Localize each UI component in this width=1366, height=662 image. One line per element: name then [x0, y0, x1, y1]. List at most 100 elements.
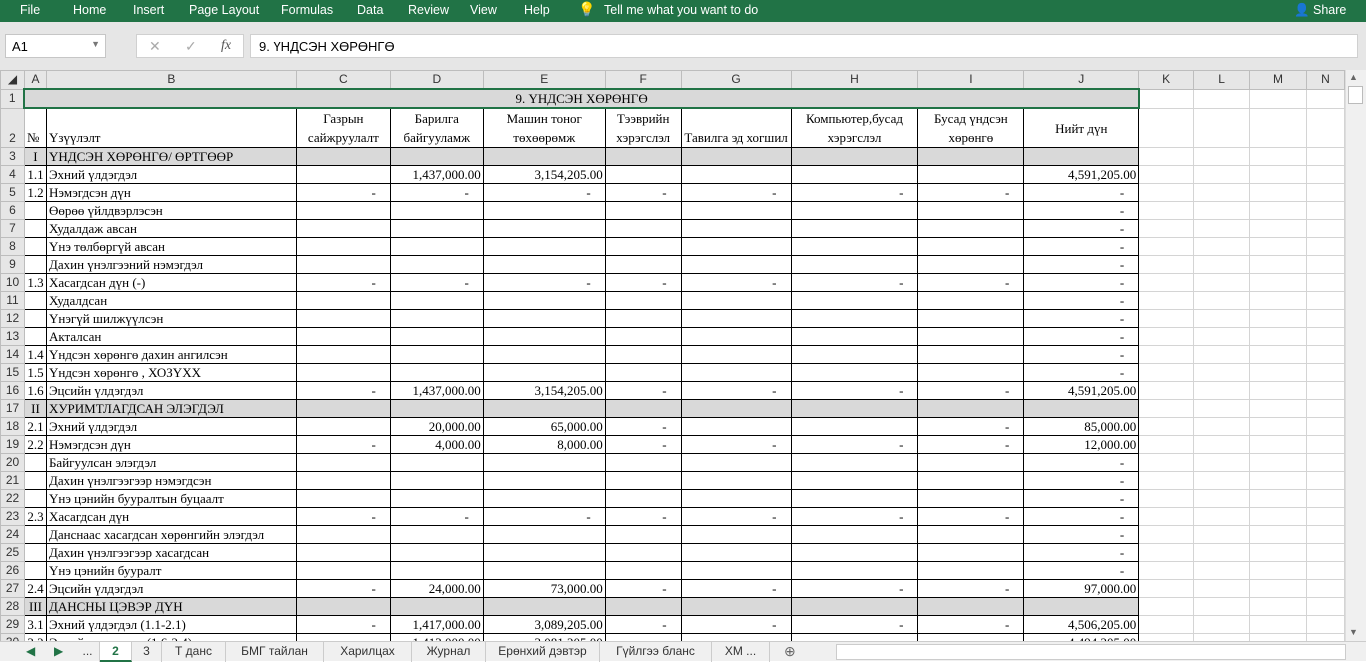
data-cell[interactable]	[680, 543, 792, 562]
data-cell[interactable]	[295, 237, 391, 256]
cell[interactable]	[1138, 165, 1195, 184]
data-cell[interactable]: -	[1023, 471, 1140, 490]
data-cell[interactable]: 8,000.00	[482, 435, 606, 454]
row-label-cell[interactable]: Үнэ төлбөргүй авсан	[45, 237, 297, 256]
cell[interactable]	[1249, 543, 1307, 562]
data-cell[interactable]: -	[790, 507, 919, 526]
cell[interactable]	[1193, 345, 1251, 364]
cell[interactable]	[1249, 363, 1307, 382]
data-cell[interactable]: -	[1023, 345, 1140, 364]
data-cell[interactable]	[389, 489, 484, 508]
cell[interactable]	[1305, 381, 1345, 400]
data-cell[interactable]	[389, 309, 484, 328]
data-cell[interactable]	[790, 561, 919, 580]
data-cell[interactable]	[680, 309, 792, 328]
sheet-tab[interactable]: Т данс	[162, 642, 226, 662]
data-cell[interactable]	[917, 525, 1025, 544]
data-cell[interactable]	[790, 489, 919, 508]
row-label-cell[interactable]: Данснаас хасагдсан хөрөнгийн элэгдэл	[45, 525, 297, 544]
cell[interactable]	[1305, 471, 1345, 490]
column-title-cell[interactable]: Компьютер,бусад хэрэгслэл	[790, 107, 919, 148]
sheet-tab[interactable]: Ерөнхий дэвтэр	[486, 642, 600, 662]
row-header-22[interactable]: 22	[0, 489, 25, 508]
data-cell[interactable]	[389, 471, 484, 490]
row-label-cell[interactable]: Эцсийн үлдэгдэл	[45, 579, 297, 598]
data-cell[interactable]: 2.1	[23, 417, 47, 436]
column-header-M[interactable]: M	[1249, 70, 1307, 90]
row-label-cell[interactable]: ҮНДСЭН ХӨРӨНГӨ/ ӨРТГӨӨР	[45, 147, 297, 166]
worksheet-grid[interactable]: ◢ A B C D E F G H I J K L M N 1 9. ҮНДСЭН ХӨРӨНГӨ 2 № Үзүүл…	[0, 70, 1345, 641]
column-header-E[interactable]: E	[482, 70, 606, 90]
column-header-A[interactable]: A	[23, 70, 47, 90]
data-cell[interactable]	[917, 363, 1025, 382]
data-cell[interactable]: 4,506,205.00	[1023, 615, 1140, 634]
horizontal-scrollbar[interactable]	[836, 644, 1346, 660]
data-cell[interactable]	[389, 345, 484, 364]
data-cell[interactable]	[790, 525, 919, 544]
data-cell[interactable]: 97,000.00	[1023, 579, 1140, 598]
cell[interactable]	[1138, 345, 1195, 364]
data-cell[interactable]	[680, 453, 792, 472]
data-cell[interactable]	[680, 417, 792, 436]
cell[interactable]	[1138, 88, 1195, 109]
column-title-cell[interactable]: Машин тоног төхөөрөмж	[482, 107, 606, 148]
cell[interactable]	[1249, 615, 1307, 634]
data-cell[interactable]	[482, 453, 606, 472]
cell[interactable]	[1249, 579, 1307, 598]
data-cell[interactable]: -	[1023, 291, 1140, 310]
data-cell[interactable]	[482, 525, 606, 544]
column-header-I[interactable]: I	[917, 70, 1025, 90]
data-cell[interactable]	[790, 543, 919, 562]
data-cell[interactable]	[295, 363, 391, 382]
data-cell[interactable]: -	[680, 615, 792, 634]
row-header-10[interactable]: 10	[0, 273, 25, 292]
data-cell[interactable]	[790, 417, 919, 436]
data-cell[interactable]	[917, 471, 1025, 490]
data-cell[interactable]: -	[1023, 453, 1140, 472]
data-cell[interactable]	[482, 219, 606, 238]
row-label-cell[interactable]: Худалдаж авсан	[45, 219, 297, 238]
data-cell[interactable]: I	[23, 147, 47, 166]
cell[interactable]	[1305, 345, 1345, 364]
data-cell[interactable]: -	[1023, 183, 1140, 202]
data-cell[interactable]	[680, 525, 792, 544]
row-header-13[interactable]: 13	[0, 327, 25, 346]
column-header-B[interactable]: B	[45, 70, 297, 90]
cell[interactable]	[1249, 88, 1307, 109]
data-cell[interactable]: -	[790, 633, 919, 641]
cell[interactable]	[1138, 435, 1195, 454]
scroll-down-icon[interactable]: ▼	[1349, 627, 1358, 637]
column-header-C[interactable]: C	[295, 70, 391, 90]
data-cell[interactable]	[917, 561, 1025, 580]
cell[interactable]	[1249, 453, 1307, 472]
row-label-cell[interactable]: Өөрөө үйлдвэрлэсэн	[45, 201, 297, 220]
cell[interactable]	[1193, 633, 1251, 641]
column-title-cell[interactable]: №	[23, 107, 47, 148]
column-title-cell[interactable]: Тавилга эд хогшил	[680, 107, 792, 148]
row-header-11[interactable]: 11	[0, 291, 25, 310]
data-cell[interactable]	[604, 597, 682, 616]
cell[interactable]	[1138, 219, 1195, 238]
sheet-tab[interactable]: БМГ тайлан	[226, 642, 324, 662]
row-header-23[interactable]: 23	[0, 507, 25, 526]
cell[interactable]	[1193, 597, 1251, 616]
cell[interactable]	[1249, 399, 1307, 418]
row-header-29[interactable]: 29	[0, 615, 25, 634]
enter-icon[interactable]: ✓	[185, 38, 197, 54]
data-cell[interactable]: -	[1023, 507, 1140, 526]
cell[interactable]	[1193, 579, 1251, 598]
data-cell[interactable]	[917, 309, 1025, 328]
menu-view[interactable]: View	[470, 3, 497, 17]
data-cell[interactable]: -	[917, 273, 1025, 292]
data-cell[interactable]: -	[1023, 255, 1140, 274]
data-cell[interactable]: -	[604, 435, 682, 454]
cell[interactable]	[1193, 417, 1251, 436]
chevron-down-icon[interactable]: ▼	[91, 39, 100, 49]
data-cell[interactable]: -	[389, 273, 484, 292]
row-label-cell[interactable]: Эцсийн үлдэгдэл (1.6-2.4)	[45, 633, 297, 641]
data-cell[interactable]: 85,000.00	[1023, 417, 1140, 436]
menu-review[interactable]: Review	[408, 3, 449, 17]
cell[interactable]	[1193, 201, 1251, 220]
data-cell[interactable]: 3,089,205.00	[482, 615, 606, 634]
data-cell[interactable]: 1,437,000.00	[389, 165, 484, 184]
